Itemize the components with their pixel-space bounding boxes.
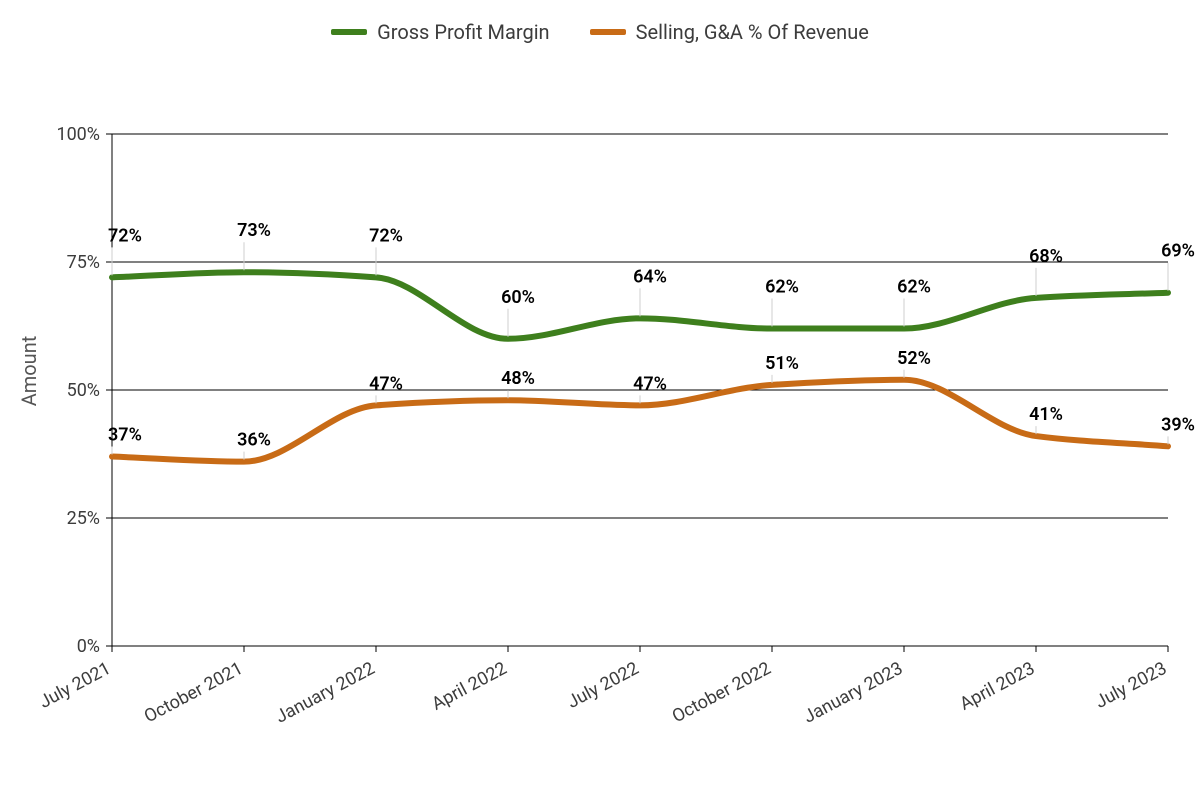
data-label: 36%: [237, 430, 271, 451]
y-axis-label: Amount: [17, 335, 41, 406]
x-tick-label: April 2023: [956, 658, 1038, 715]
data-label: 47%: [369, 373, 403, 394]
data-label: 72%: [108, 225, 142, 246]
data-label: 37%: [108, 425, 142, 446]
x-tick-label: July 2022: [564, 658, 642, 713]
legend-item-sga: Selling, G&A % Of Revenue: [590, 20, 869, 44]
y-tick-label: 75%: [67, 252, 100, 273]
data-label: 60%: [501, 287, 535, 308]
data-label: 39%: [1161, 414, 1195, 435]
data-label: 62%: [897, 277, 931, 298]
y-tick-label: 50%: [67, 380, 100, 401]
data-label: 69%: [1161, 241, 1195, 262]
y-tick-label: 0%: [77, 636, 100, 657]
x-tick-label: July 2021: [36, 658, 114, 713]
data-label: 47%: [633, 373, 667, 394]
data-label: 48%: [501, 368, 535, 389]
data-label: 68%: [1029, 246, 1063, 267]
x-tick-label: July 2023: [1092, 658, 1170, 713]
x-tick-label: April 2022: [428, 658, 510, 715]
legend-swatch: [590, 29, 626, 35]
x-tick-label: October 2022: [669, 658, 775, 727]
margin-chart: Gross Profit Margin Selling, G&A % Of Re…: [0, 0, 1200, 741]
data-label: 52%: [897, 348, 931, 369]
x-tick-label: January 2023: [800, 658, 906, 728]
data-label: 64%: [633, 266, 667, 287]
data-label: 41%: [1029, 404, 1063, 425]
data-label: 72%: [369, 225, 403, 246]
chart-svg: 0% 25% 50% 75% 100% July 2021 October 2021 Janu…: [0, 44, 1200, 785]
x-tick-label: October 2021: [141, 658, 247, 727]
data-label: 51%: [765, 353, 799, 374]
data-label: 73%: [237, 220, 271, 241]
y-tick-label: 25%: [67, 508, 100, 529]
legend: Gross Profit Margin Selling, G&A % Of Re…: [0, 0, 1200, 44]
legend-label: Gross Profit Margin: [377, 20, 549, 44]
legend-label: Selling, G&A % Of Revenue: [636, 20, 869, 44]
data-label: 62%: [765, 277, 799, 298]
legend-item-gross-profit: Gross Profit Margin: [331, 20, 549, 44]
x-tick-label: January 2022: [272, 658, 378, 728]
legend-swatch: [331, 29, 367, 35]
y-tick-label: 100%: [56, 124, 100, 145]
